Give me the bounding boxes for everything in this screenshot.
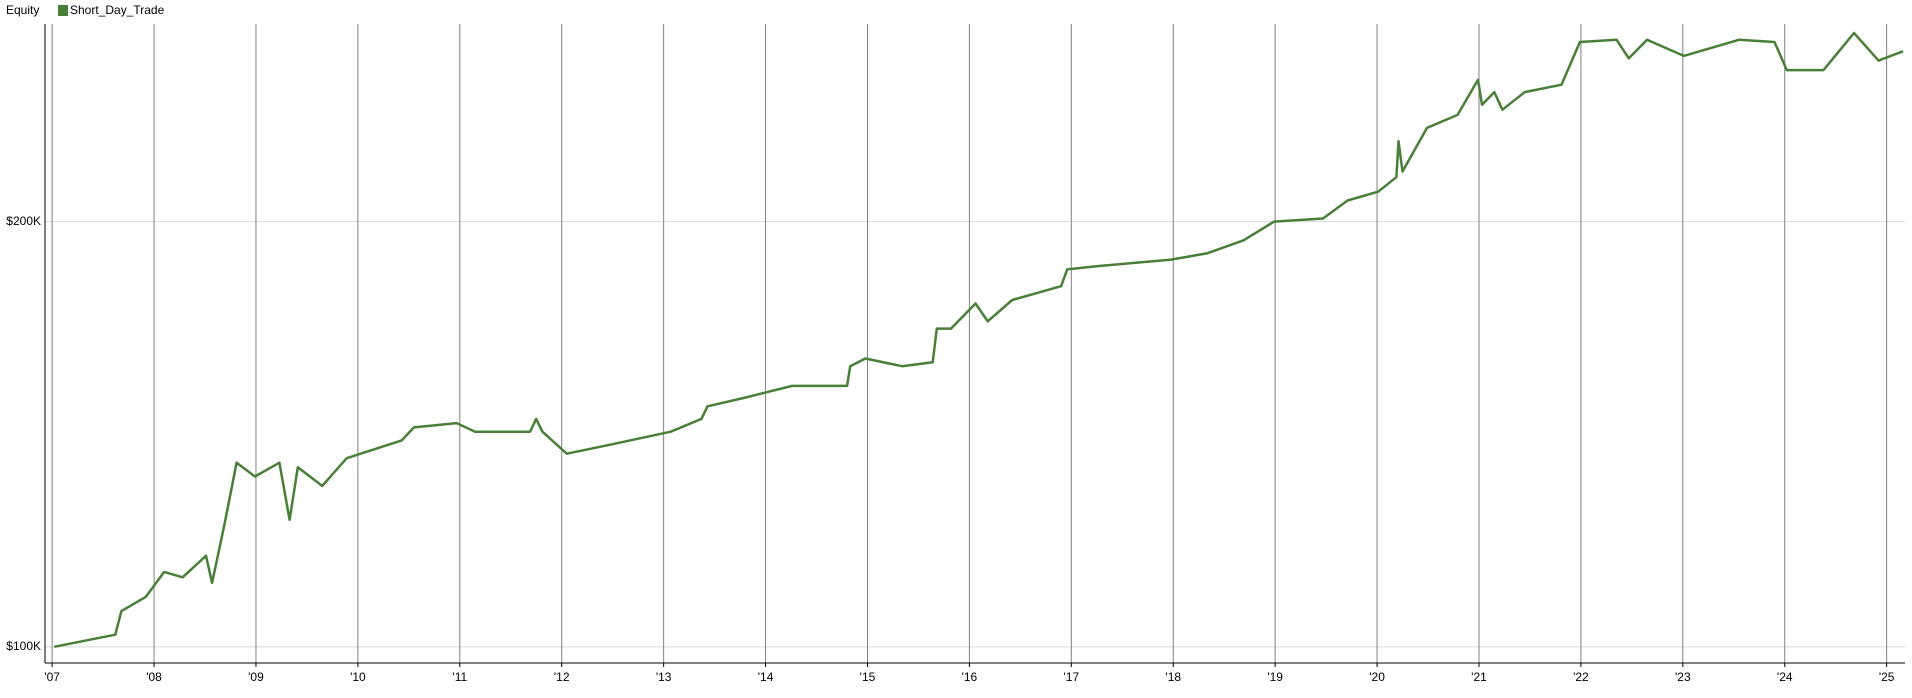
x-tick-label: '10 — [350, 670, 366, 684]
x-tick-label: '22 — [1573, 670, 1589, 684]
x-tick-label: '16 — [962, 670, 978, 684]
legend-label: Short_Day_Trade — [70, 3, 165, 17]
x-tick-label: '08 — [146, 670, 162, 684]
x-tick-label: '19 — [1267, 670, 1283, 684]
x-tick-label: '09 — [248, 670, 264, 684]
chart-title: Equity — [6, 3, 39, 17]
x-tick-label: '14 — [758, 670, 774, 684]
x-tick-label: '12 — [554, 670, 570, 684]
legend-swatch — [58, 5, 68, 16]
x-tick-label: '11 — [452, 670, 467, 684]
x-tick-label: '15 — [860, 670, 876, 684]
x-tick-label: '21 — [1471, 670, 1487, 684]
y-tick-label: $100K — [6, 639, 41, 653]
x-tick-label: '25 — [1879, 670, 1895, 684]
equity-line — [53, 31, 1904, 649]
x-tick-label: '07 — [44, 670, 60, 684]
x-tick-label: '23 — [1675, 670, 1691, 684]
x-tick-label: '24 — [1777, 670, 1793, 684]
x-tick-label: '17 — [1063, 670, 1079, 684]
x-tick-label: '13 — [656, 670, 672, 684]
x-tick-label: '20 — [1369, 670, 1385, 684]
x-tick-label: '18 — [1165, 670, 1181, 684]
y-tick-label: $200K — [6, 214, 41, 228]
